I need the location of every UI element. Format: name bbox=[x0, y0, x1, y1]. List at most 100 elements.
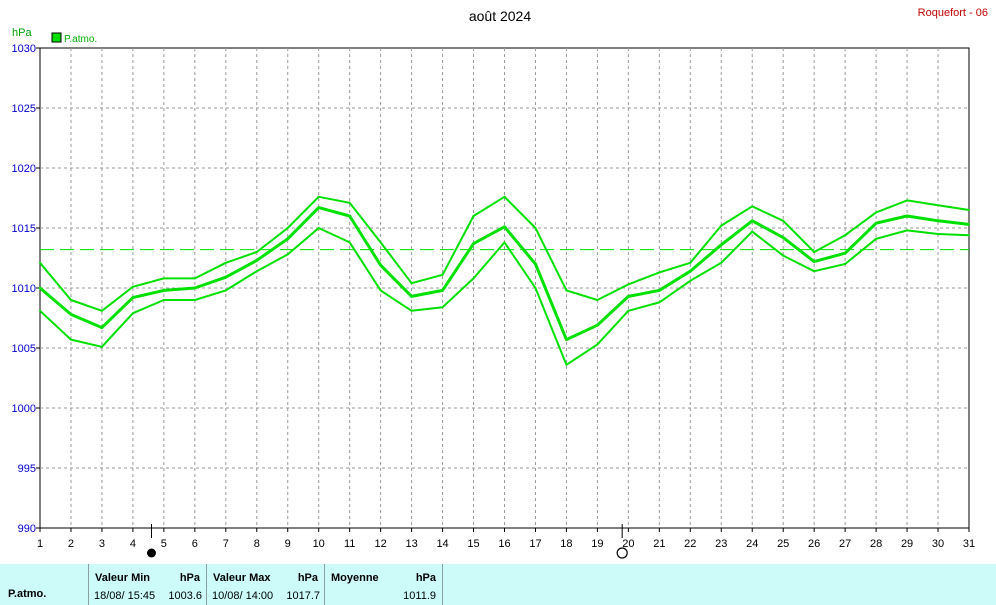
min-value: 1003.6 bbox=[168, 590, 202, 602]
avg-value: 1011.9 bbox=[403, 590, 436, 602]
x-tick-label: 21 bbox=[653, 538, 665, 550]
y-tick-label: 1030 bbox=[12, 43, 36, 55]
new-moon-icon bbox=[146, 548, 156, 558]
x-tick-label: 10 bbox=[313, 538, 325, 550]
x-tick-label: 3 bbox=[99, 538, 105, 550]
data-point-min bbox=[658, 301, 661, 304]
x-tick-label: 7 bbox=[223, 538, 229, 550]
min-unit: hPa bbox=[179, 572, 200, 584]
data-point-max bbox=[317, 195, 320, 198]
data-point-max bbox=[689, 261, 692, 264]
data-point-mean bbox=[441, 289, 444, 292]
data-point-mean bbox=[720, 243, 723, 246]
full-moon-icon bbox=[616, 547, 628, 559]
data-point-max bbox=[224, 261, 227, 264]
data-point-mean bbox=[782, 236, 785, 239]
data-point-max bbox=[100, 309, 103, 312]
data-point-max bbox=[69, 299, 72, 301]
avg-stat-cell: Moyenne hPa 1011.9 bbox=[324, 564, 443, 605]
data-point-max bbox=[255, 251, 258, 253]
data-point-mean bbox=[906, 215, 909, 217]
data-point-mean bbox=[69, 313, 72, 316]
data-point-max bbox=[937, 204, 940, 207]
x-tick-label: 1 bbox=[37, 538, 43, 550]
x-tick-label: 27 bbox=[839, 538, 851, 550]
x-tick-label: 23 bbox=[715, 538, 727, 550]
data-point-min bbox=[255, 270, 258, 273]
data-point-mean bbox=[286, 237, 289, 240]
data-point-max bbox=[193, 277, 196, 280]
x-tick-label: 14 bbox=[436, 538, 448, 550]
data-point-min bbox=[503, 241, 506, 244]
data-point-min bbox=[441, 306, 444, 309]
y-axis-unit: hPa bbox=[12, 27, 32, 39]
data-point-mean bbox=[689, 270, 692, 273]
avg-header: Moyenne bbox=[331, 572, 379, 584]
data-point-mean bbox=[379, 264, 382, 267]
x-tick-label: 28 bbox=[870, 538, 882, 550]
data-point-mean bbox=[937, 219, 940, 222]
data-point-min bbox=[162, 299, 165, 301]
data-point-min bbox=[968, 234, 970, 237]
data-point-mean bbox=[596, 324, 599, 327]
x-tick-label: 20 bbox=[622, 538, 634, 550]
data-point-min bbox=[596, 343, 599, 346]
data-point-mean bbox=[193, 287, 196, 289]
y-tick-label: 1025 bbox=[12, 103, 36, 115]
data-point-min bbox=[39, 309, 41, 312]
data-point-max bbox=[720, 224, 723, 227]
data-point-max bbox=[162, 277, 165, 280]
x-tick-label: 26 bbox=[808, 538, 820, 550]
data-point-mean bbox=[162, 289, 165, 292]
stats-panel bbox=[0, 564, 996, 605]
x-tick-label: 16 bbox=[498, 538, 510, 550]
data-point-min bbox=[689, 279, 692, 282]
x-tick-label: 24 bbox=[746, 538, 758, 550]
x-tick-label: 8 bbox=[254, 538, 260, 550]
x-tick-label: 5 bbox=[161, 538, 167, 550]
data-point-mean bbox=[39, 287, 41, 289]
y-tick-label: 995 bbox=[18, 463, 36, 475]
data-point-min bbox=[410, 309, 413, 312]
x-tick-label: 6 bbox=[192, 538, 198, 550]
data-point-min bbox=[317, 227, 320, 229]
data-point-max bbox=[348, 201, 351, 204]
data-point-max bbox=[534, 227, 537, 229]
stats-row-label: P.atmo. bbox=[8, 588, 47, 600]
data-point-mean bbox=[100, 326, 103, 329]
max-header: Valeur Max bbox=[213, 572, 271, 584]
x-tick-label: 18 bbox=[560, 538, 572, 550]
x-tick-label: 13 bbox=[405, 538, 417, 550]
x-tick-label: 22 bbox=[684, 538, 696, 550]
data-point-mean bbox=[131, 296, 134, 299]
data-point-mean bbox=[503, 225, 506, 228]
data-point-mean bbox=[751, 219, 754, 222]
data-point-max bbox=[472, 215, 475, 217]
data-point-max bbox=[131, 285, 134, 288]
avg-unit: hPa bbox=[415, 572, 436, 584]
x-tick-label: 31 bbox=[963, 538, 975, 550]
data-point-max bbox=[875, 211, 878, 214]
x-tick-label: 19 bbox=[591, 538, 603, 550]
data-point-max bbox=[751, 205, 754, 208]
data-point-min bbox=[286, 253, 289, 256]
data-point-mean bbox=[875, 222, 878, 225]
data-point-min bbox=[348, 241, 351, 244]
x-tick-label: 30 bbox=[932, 538, 944, 550]
data-point-min bbox=[131, 312, 134, 315]
min-header: Valeur Min bbox=[95, 572, 151, 584]
data-point-min bbox=[472, 277, 475, 280]
data-point-min bbox=[751, 230, 754, 233]
y-tick-label: 1000 bbox=[12, 403, 36, 415]
max-stat-cell: Valeur Max hPa 10/08/ 14:00 1017.7 bbox=[206, 564, 324, 605]
data-point-mean bbox=[658, 289, 661, 292]
min-stat-cell: Valeur Min hPa 18/08/ 15:45 1003.6 bbox=[88, 564, 206, 605]
data-point-min bbox=[937, 233, 940, 235]
data-point-mean bbox=[317, 206, 320, 209]
y-tick-label: 990 bbox=[18, 523, 36, 535]
y-tick-label: 1015 bbox=[12, 223, 36, 235]
max-unit: hPa bbox=[297, 572, 318, 584]
data-point-mean bbox=[348, 215, 351, 217]
data-point-min bbox=[565, 363, 568, 366]
data-point-min bbox=[844, 263, 847, 265]
